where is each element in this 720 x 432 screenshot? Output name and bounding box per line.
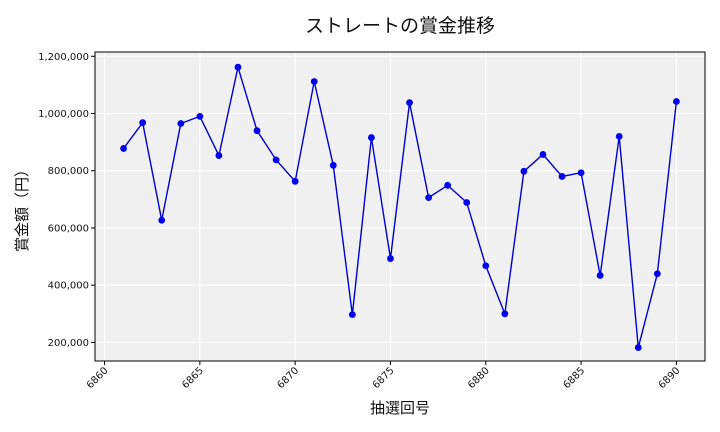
data-point <box>272 156 280 164</box>
axes <box>94 51 706 362</box>
y-tick-label: 200,000 <box>48 338 89 349</box>
data-point <box>234 63 242 71</box>
x-tick-label: 6875 <box>371 365 397 391</box>
plot-frame <box>94 51 706 362</box>
data-point <box>120 145 127 152</box>
data-point <box>368 134 375 141</box>
y-axis-label: 賞金額（円） <box>13 162 31 252</box>
x-tick-label: 6880 <box>466 365 492 391</box>
data-point <box>291 177 299 185</box>
grid <box>95 52 705 361</box>
data-point <box>501 310 509 318</box>
series-layer <box>120 63 680 351</box>
data-point <box>406 99 413 107</box>
y-tick-label: 400,000 <box>48 281 89 292</box>
data-point <box>215 152 223 159</box>
data-point <box>310 78 318 85</box>
data-point <box>425 194 432 202</box>
y-tick-label: 600,000 <box>48 223 89 234</box>
x-axis-label: 抽選回号 <box>370 399 430 417</box>
x-tick-label: 6860 <box>85 365 111 391</box>
data-point <box>520 167 528 175</box>
y-axis-ticks: 200,000 400,000 600,000 800,000 1,000,000 1,2… <box>38 52 95 349</box>
data-point <box>539 151 547 158</box>
data-point <box>196 112 204 120</box>
data-point <box>463 199 471 206</box>
x-tick-label: 6870 <box>276 365 302 391</box>
x-tick-label: 6890 <box>657 365 683 391</box>
y-tick-label: 800,000 <box>48 166 89 177</box>
data-point <box>387 255 394 262</box>
data-point <box>634 344 642 351</box>
plot-area <box>95 52 705 361</box>
data-point <box>444 181 452 189</box>
data-point <box>253 127 261 135</box>
y-tick-label: 1,200,000 <box>38 52 89 63</box>
x-axis-ticks: 6860 6865 6870 6875 6880 6885 6890 <box>85 361 683 391</box>
series-line <box>123 66 678 348</box>
chart-title: ストレートの賞金推移 <box>305 15 495 37</box>
data-point <box>177 120 185 127</box>
data-point <box>158 216 166 224</box>
data-point <box>558 173 566 180</box>
data-point <box>139 119 147 127</box>
data-point <box>482 262 490 270</box>
data-point <box>673 98 680 105</box>
data-point <box>615 133 623 140</box>
x-tick-label: 6865 <box>180 365 206 391</box>
x-tick-label: 6885 <box>561 365 587 391</box>
data-point <box>653 270 661 278</box>
data-point <box>577 169 585 177</box>
data-point <box>348 311 356 319</box>
data-point <box>596 272 604 279</box>
y-tick-label: 1,000,000 <box>38 109 89 120</box>
data-point <box>329 161 337 169</box>
